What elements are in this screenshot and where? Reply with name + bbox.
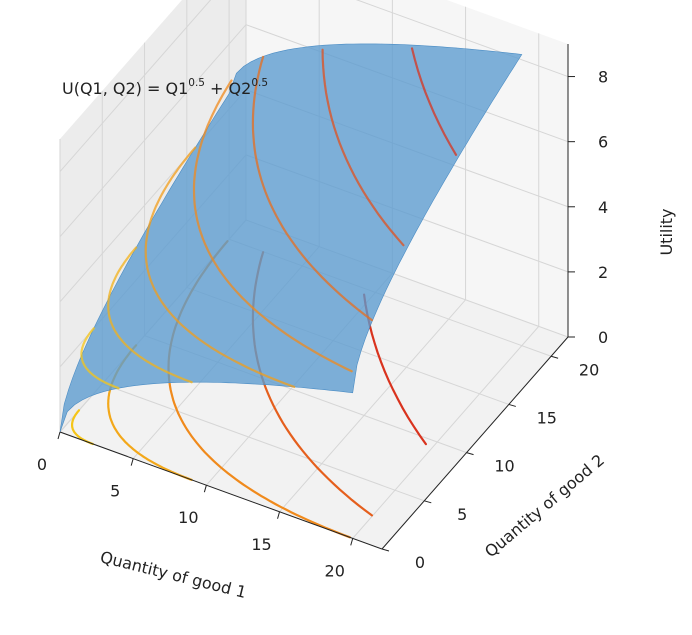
y-tick-mark xyxy=(466,452,474,456)
y-tick-mark xyxy=(381,548,390,552)
surface-contour-line xyxy=(321,48,405,247)
x-tick-label: 5 xyxy=(110,482,120,501)
y-tick-mark xyxy=(424,500,432,504)
x-tick-mark xyxy=(203,485,207,493)
grid-line-floor-y xyxy=(102,383,425,502)
x-tick-mark xyxy=(130,458,134,466)
grid-line-floor-x xyxy=(279,299,466,513)
formula-prefix: U(Q1, Q2) = Q1 xyxy=(62,79,188,98)
y-tick-label: 20 xyxy=(579,360,599,379)
surface-contour-line xyxy=(80,327,120,390)
formula-exp2: 0.5 xyxy=(251,77,268,89)
z-tick-label: 6 xyxy=(598,133,608,152)
z-axis-label: Utility xyxy=(657,208,676,255)
surface-contours xyxy=(80,47,458,390)
surface-contour-line xyxy=(192,79,353,373)
y-axis-line xyxy=(381,336,569,550)
tick-labels: 0 5 10 15 20 0 5 10 15 20 0 2 4 6 8 xyxy=(37,68,608,581)
axis-lines xyxy=(57,44,575,552)
surface-contour-line xyxy=(144,146,296,388)
x-axis-line xyxy=(59,431,383,550)
z-tick-label: 4 xyxy=(598,198,608,217)
surface-contour-line xyxy=(251,55,373,322)
z-tick-label: 8 xyxy=(598,68,608,87)
z-tick-label: 0 xyxy=(598,328,608,347)
x-tick-label: 10 xyxy=(178,508,198,527)
grid-line-left-z xyxy=(59,0,212,172)
y-tick-label: 10 xyxy=(494,457,514,476)
x-tick-label: 20 xyxy=(325,561,345,580)
x-tick-mark xyxy=(277,511,281,519)
y-tick-label: 0 xyxy=(415,553,425,572)
x-tick-mark xyxy=(57,431,61,440)
formula-annotation: U(Q1, Q2) = Q10.5 + Q20.5 xyxy=(62,77,268,98)
formula-exp1: 0.5 xyxy=(188,77,205,89)
y-tick-mark xyxy=(550,355,559,359)
formula-middle: + Q2 xyxy=(205,79,251,98)
x-tick-label: 0 xyxy=(37,455,47,474)
y-tick-label: 15 xyxy=(537,408,557,427)
grid-line-floor-x xyxy=(352,326,540,539)
y-tick-mark xyxy=(508,403,516,407)
x-tick-mark xyxy=(350,538,354,546)
z-tick-label: 2 xyxy=(598,263,608,282)
x-tick-label: 15 xyxy=(251,535,271,554)
y-tick-label: 5 xyxy=(457,505,467,524)
grid-line-left-z xyxy=(59,24,247,237)
surface-contour-line xyxy=(107,246,193,384)
floor-contour-line xyxy=(70,409,95,446)
x-axis-label: Quantity of good 1 xyxy=(98,547,248,602)
surface-contour-line xyxy=(410,47,458,156)
